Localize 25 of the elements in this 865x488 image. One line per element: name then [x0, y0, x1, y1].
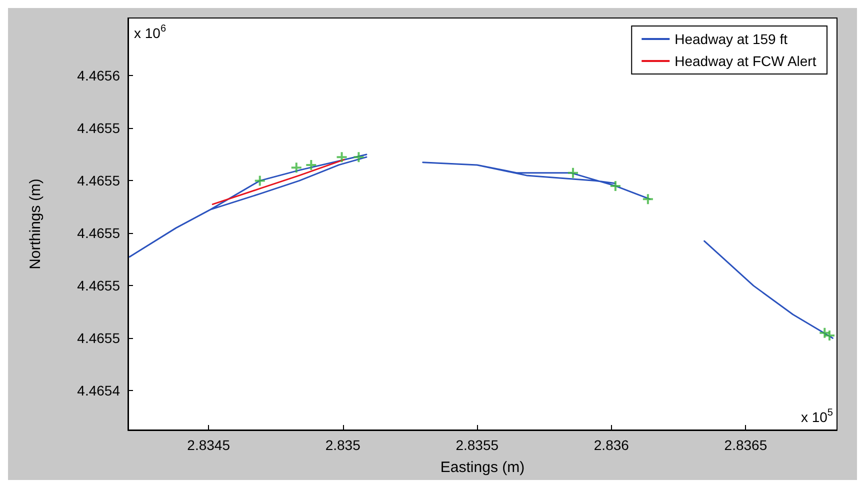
y-tick-label: 4.4655	[77, 172, 120, 189]
x-axis-title: Eastings (m)	[440, 459, 525, 476]
point	[642, 194, 653, 204]
y-axis-title: Northings (m)	[27, 178, 44, 270]
point	[306, 160, 316, 170]
x-tick-label: 2.836	[594, 437, 630, 453]
x-tick-label: 2.835	[325, 437, 361, 453]
point	[336, 152, 347, 162]
point	[354, 152, 364, 162]
legend-label: Headway at FCW Alert	[674, 53, 816, 69]
legend-label: Headway at 159 ft	[674, 31, 788, 47]
y-tick-label: 4.4654	[77, 382, 120, 399]
point	[610, 180, 620, 191]
y-tick-label: 4.4656	[77, 68, 120, 84]
point	[824, 330, 834, 341]
y-tick-label: 4.4655	[77, 225, 120, 242]
y-tick-label: 4.4655	[77, 120, 120, 136]
point	[568, 168, 578, 178]
y-tick-label: 4.4655	[77, 330, 120, 346]
x-tick-label: 2.8355	[456, 437, 499, 453]
y-tick-label: 4.4655	[77, 278, 120, 294]
x-tick-label: 2.8345	[187, 437, 230, 453]
point	[291, 162, 302, 173]
point	[254, 176, 265, 186]
x-tick-label: 2.8365	[724, 437, 768, 453]
